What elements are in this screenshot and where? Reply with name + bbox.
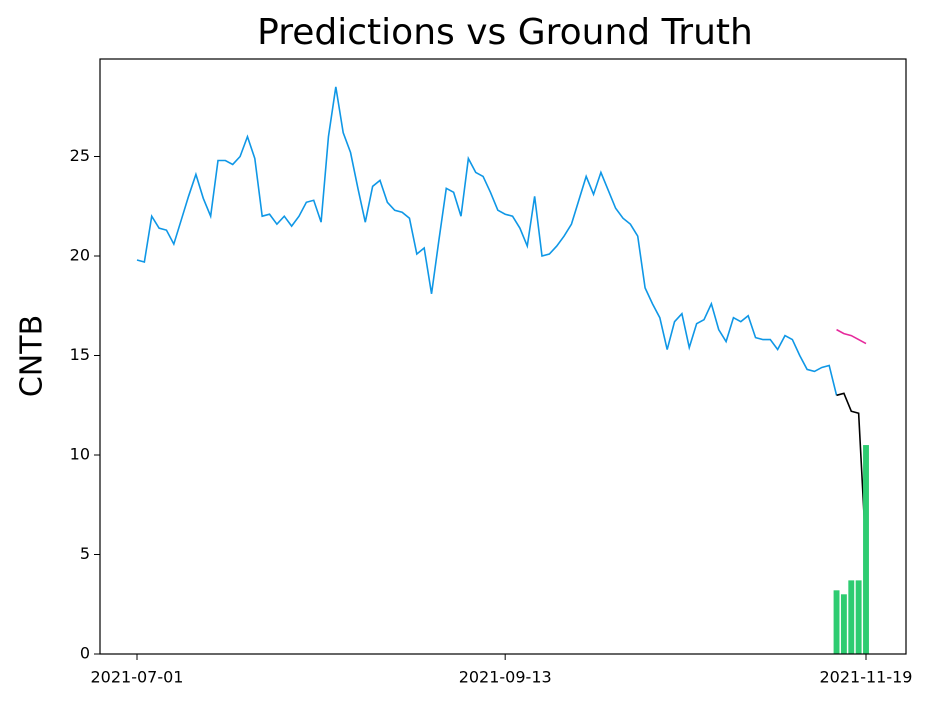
y-tick-label: 20 xyxy=(70,246,90,265)
series-line xyxy=(836,328,867,345)
series-line xyxy=(836,392,867,553)
y-tick-label: 5 xyxy=(80,544,90,563)
y-tick-label: 25 xyxy=(70,146,90,165)
bar xyxy=(848,580,855,654)
y-tick-label: 10 xyxy=(70,445,90,464)
plot-frame xyxy=(99,58,907,655)
bar xyxy=(863,445,869,654)
bar xyxy=(833,590,840,654)
bar xyxy=(840,594,847,654)
y-axis-label: CNTB xyxy=(15,315,50,397)
x-tick-label: 2021-07-01 xyxy=(91,668,184,687)
x-tick-label: 2021-09-13 xyxy=(459,668,552,687)
x-tick-label: 2021-11-19 xyxy=(820,668,913,687)
chart-title: Predictions vs Ground Truth xyxy=(257,12,753,53)
bar xyxy=(855,580,862,654)
y-tick-label: 0 xyxy=(80,644,90,663)
series-line xyxy=(136,86,838,396)
y-tick-label: 15 xyxy=(70,345,90,364)
